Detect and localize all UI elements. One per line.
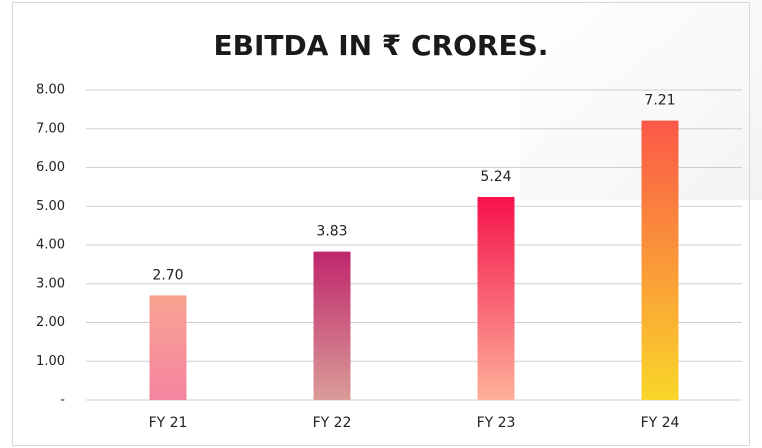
x-tick-label: FY 23 xyxy=(477,415,516,431)
data-label: 3.83 xyxy=(316,224,347,240)
bar xyxy=(477,196,515,400)
y-tick-label: - xyxy=(60,393,65,408)
y-tick-label: 7.00 xyxy=(36,121,65,136)
y-tick-label: 2.00 xyxy=(36,315,65,330)
x-tick-label: FY 24 xyxy=(641,415,680,431)
data-label: 5.24 xyxy=(480,169,511,185)
y-tick-label: 1.00 xyxy=(36,354,65,369)
x-tick-label: FY 21 xyxy=(149,415,188,431)
y-tick-label: 8.00 xyxy=(36,83,65,98)
bar xyxy=(149,295,187,400)
texture xyxy=(520,0,762,200)
y-tick-label: 3.00 xyxy=(36,276,65,291)
data-label: 7.21 xyxy=(644,93,675,109)
y-tick-label: 4.00 xyxy=(36,238,65,253)
y-tick-label: 6.00 xyxy=(36,160,65,175)
y-tick-label: 5.00 xyxy=(36,199,65,214)
bar xyxy=(313,251,351,400)
frame xyxy=(12,2,750,446)
chart-title: EBITDA IN ₹ CRORES. xyxy=(214,29,549,62)
data-label: 2.70 xyxy=(152,267,183,283)
bar xyxy=(641,120,679,401)
x-tick-label: FY 22 xyxy=(313,415,352,431)
